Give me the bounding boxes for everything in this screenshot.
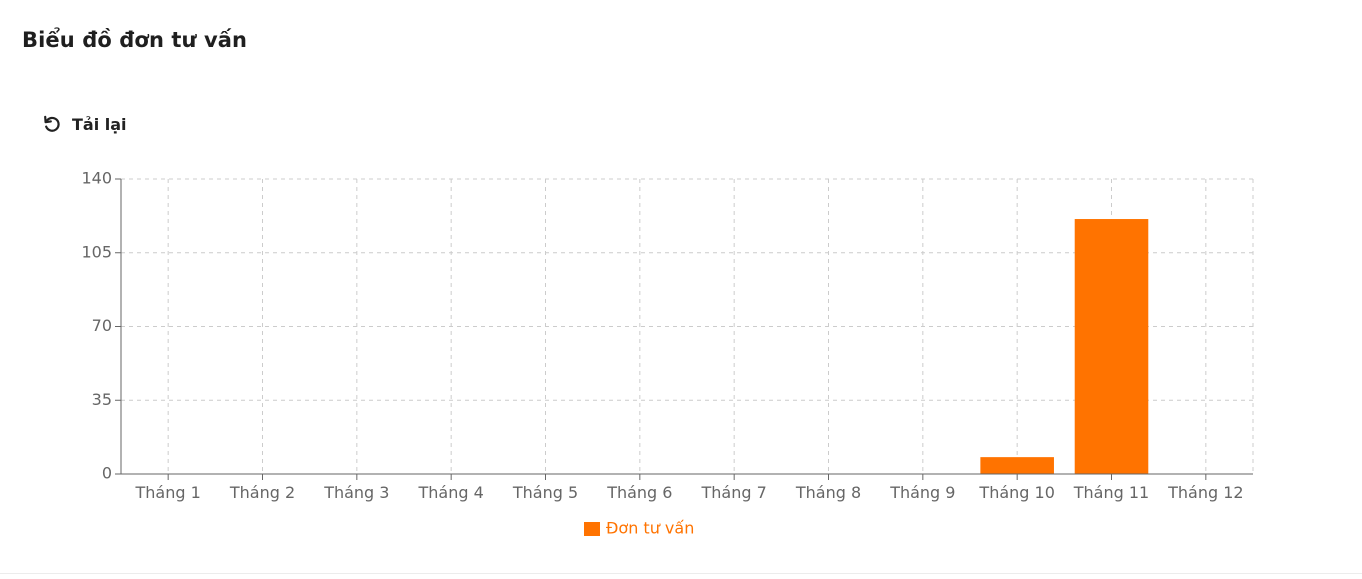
legend-label[interactable]: Đơn tư vấn [606,519,694,538]
reload-button[interactable]: Tải lại [36,108,133,140]
x-tick-label: Tháng 12 [1167,483,1243,502]
y-tick-label: 35 [92,390,112,409]
y-tick-label: 0 [102,464,112,483]
x-tick-label: Tháng 9 [889,483,955,502]
x-tick-label: Tháng 3 [323,483,389,502]
x-tick-label: Tháng 8 [795,483,861,502]
x-tick-label: Tháng 5 [512,483,578,502]
y-tick-label: 140 [81,169,112,188]
x-tick-label: Tháng 2 [229,483,295,502]
y-tick-label: 105 [81,242,112,261]
x-tick-label: Tháng 4 [418,483,484,502]
x-tick-label: Tháng 7 [701,483,767,502]
x-tick-label: Tháng 10 [978,483,1054,502]
bar[interactable] [1074,219,1149,474]
reload-label: Tải lại [72,114,127,134]
legend-swatch [584,522,600,536]
bar[interactable] [980,457,1054,474]
x-tick-label: Tháng 6 [606,483,672,502]
page-title: Biểu đồ đơn tư vấn [22,28,248,52]
x-tick-label: Tháng 1 [135,483,201,502]
y-tick-label: 70 [92,316,112,335]
x-tick-label: Tháng 11 [1073,483,1149,502]
reload-icon [42,114,62,134]
